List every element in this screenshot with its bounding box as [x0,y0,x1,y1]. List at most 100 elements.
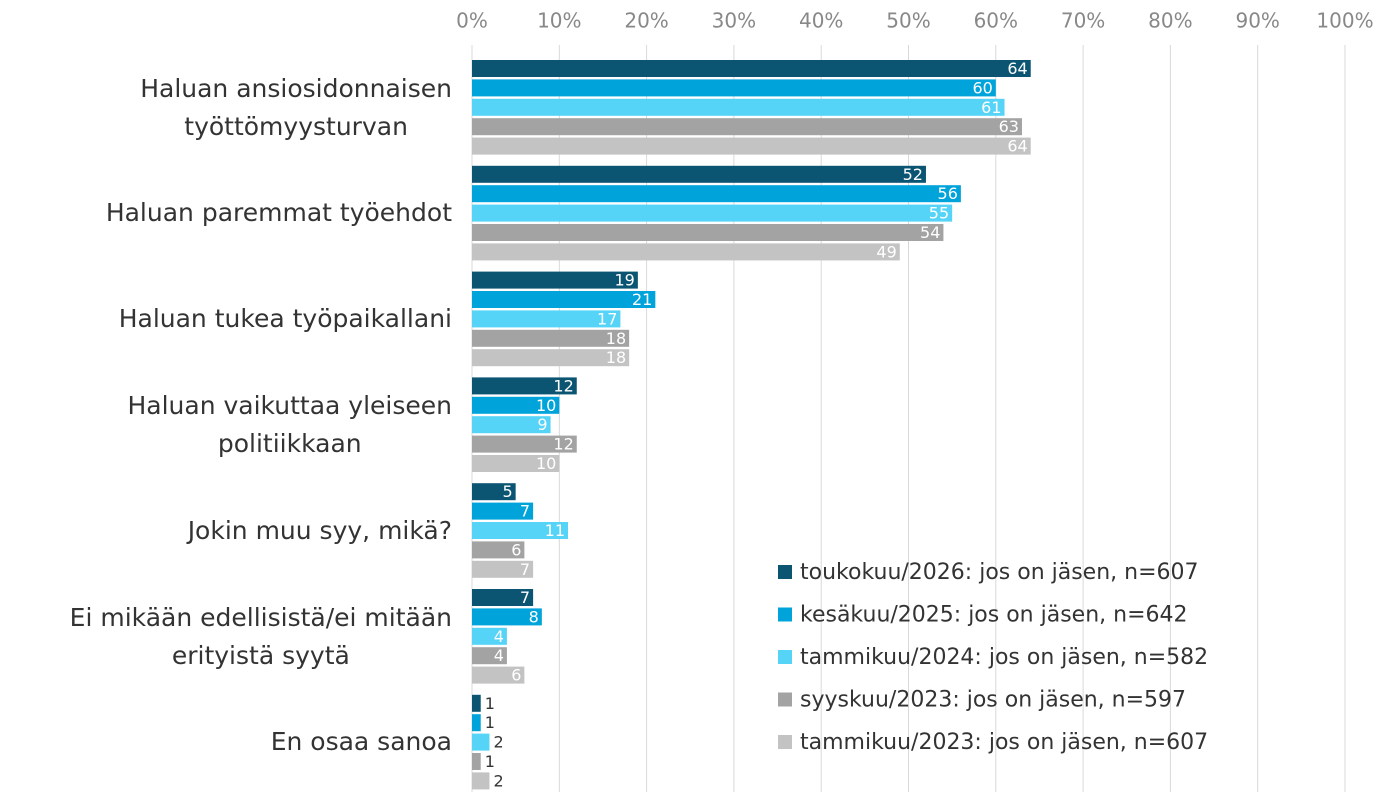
data-label: 55 [929,204,949,223]
data-label: 7 [520,588,530,607]
data-label: 5 [502,482,512,501]
category-label: Jokin muu syy, mikä? [187,515,452,545]
data-label: 49 [876,242,896,261]
x-tick-label: 40% [799,9,843,33]
bar [472,271,638,289]
bar [472,694,481,712]
data-label: 1 [485,752,495,771]
bar [472,118,1022,136]
bar [472,753,481,770]
data-label: 7 [520,502,530,521]
bar [472,204,953,222]
bar [472,483,516,501]
bar [472,165,926,183]
legend-swatch [778,650,792,664]
legend-label: kesäkuu/2025: jos on jäsen, n=642 [800,603,1188,628]
data-label: 12 [553,376,573,395]
data-label: 4 [494,646,504,665]
data-label: 52 [903,165,923,184]
x-tick-label: 0% [456,9,488,33]
bar [472,79,996,97]
data-label: 6 [511,540,521,559]
bar [472,666,525,684]
bar [472,455,560,472]
bar [472,714,481,732]
bar [472,416,551,434]
bar [472,627,507,645]
bar [472,435,577,453]
category-label: Haluan vaikuttaa yleiseen politiikkaan [127,390,452,458]
data-label: 12 [553,435,573,454]
data-label: 19 [615,271,635,290]
bar [472,560,534,578]
category-label: En osaa sanoa [270,727,452,757]
legend-swatch [778,607,792,622]
data-label: 54 [920,223,940,242]
data-label: 63 [999,117,1019,136]
bar [472,98,1005,116]
bar [472,349,630,367]
x-tick-label: 80% [1148,9,1192,33]
data-label: 1 [485,713,495,732]
x-tick-label: 20% [624,9,668,33]
data-label: 7 [520,560,530,579]
bar [472,541,525,559]
bar [472,137,1031,155]
data-label: 56 [938,184,958,203]
data-label: 2 [493,771,503,790]
bar [472,60,1031,77]
bar [472,589,534,606]
x-tick-label: 50% [886,9,930,33]
bar [472,329,630,347]
x-tick-label: 90% [1235,9,1279,33]
data-label: 10 [536,454,556,473]
bar [472,224,944,241]
category-label: Haluan ansiosidonnaisen työttömyysturvan [140,73,452,141]
data-label: 4 [494,627,504,646]
data-label: 64 [1007,59,1027,78]
bar [472,647,507,665]
x-tick-label: 70% [1061,9,1105,33]
data-label: 17 [597,309,617,328]
legend-label: syyskuu/2023: jos on jäsen, n=597 [800,688,1186,713]
category-label: Ei mikään edellisistä/ei mitään erityist… [69,602,452,670]
data-label: 11 [545,521,565,540]
bar [472,243,900,261]
bar [472,185,961,203]
bar [472,772,490,790]
data-label: 64 [1007,137,1027,156]
data-label: 8 [529,607,539,626]
data-label: 18 [606,348,626,367]
legend-swatch [778,692,792,707]
legend-swatch [778,565,792,579]
legend-label: tammikuu/2024: jos on jäsen, n=582 [800,645,1208,670]
data-label: 2 [493,733,503,752]
category-label: Haluan paremmat työehdot [105,198,452,228]
bar [472,502,534,520]
category-label: Haluan tukea työpaikallani [118,304,452,334]
bar [472,396,560,414]
data-label: 9 [537,415,547,434]
data-label: 6 [511,666,521,685]
bar [472,733,490,751]
x-tick-label: 60% [974,9,1018,33]
data-label: 18 [606,329,626,348]
bar [472,608,542,626]
legend-label: tammikuu/2023: jos on jäsen, n=607 [800,730,1208,755]
data-label: 21 [632,290,652,309]
bar [472,377,577,395]
bar [472,310,621,328]
legend-swatch [778,735,792,749]
x-tick-label: 100% [1316,9,1373,33]
bar [472,291,656,308]
x-tick-label: 10% [537,9,581,33]
bar [472,522,569,539]
x-tick-label: 30% [712,9,756,33]
data-label: 10 [536,396,556,415]
legend-label: toukokuu/2026: jos on jäsen, n=607 [800,560,1199,585]
data-label: 61 [981,98,1001,117]
data-label: 1 [485,694,495,713]
data-label: 60 [972,78,992,97]
